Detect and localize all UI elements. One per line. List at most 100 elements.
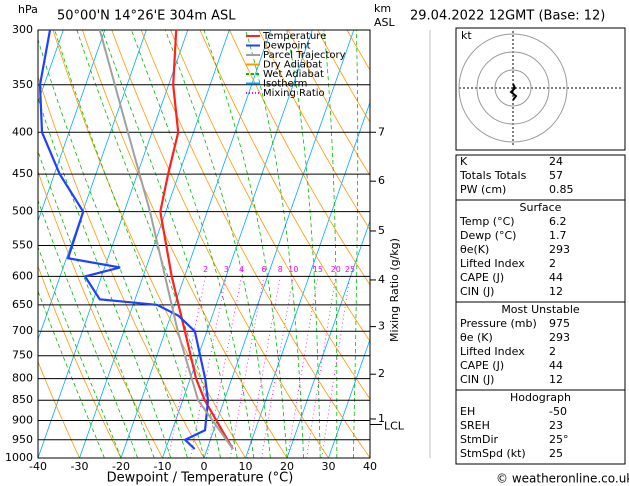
legend-label: Temperature xyxy=(262,31,326,42)
isotherm xyxy=(38,30,147,341)
wet-adiabat xyxy=(352,30,359,458)
legend-label: Wet Adiabat xyxy=(263,69,324,80)
x-tick-label: 0 xyxy=(201,460,208,473)
index-value: 12 xyxy=(549,373,563,386)
isotherm xyxy=(328,338,370,458)
profile-line xyxy=(38,30,210,450)
x-tick-label: 30 xyxy=(322,460,336,473)
mixing-ratio-label: 15 xyxy=(313,265,323,274)
wet-adiabat xyxy=(203,30,288,458)
section-title: Hodograph xyxy=(510,391,571,404)
height-ref: ASL xyxy=(374,16,396,29)
y-tick-label: 650 xyxy=(12,298,33,311)
index-value: 25 xyxy=(549,447,563,460)
legend-label: Isotherm xyxy=(263,79,307,90)
km-tick-label: 2 xyxy=(378,367,385,380)
dry-adiabat xyxy=(38,75,205,458)
y-tick-label: 800 xyxy=(12,372,33,385)
mixing-ratio-label: 4 xyxy=(239,265,244,274)
index-box xyxy=(455,389,626,465)
wet-adiabat xyxy=(38,38,188,458)
isotherm xyxy=(162,30,313,458)
x-axis-title: Dewpoint / Temperature (°C) xyxy=(107,471,294,486)
mixing-ratio-line xyxy=(261,276,294,458)
dry-adiabat xyxy=(258,30,370,231)
location: 50°00'N 14°26'E 304m ASL xyxy=(57,9,236,24)
isotherm xyxy=(38,30,106,223)
wet-adiabat xyxy=(286,30,321,458)
hodograph-ring xyxy=(476,51,550,125)
y-tick-label: 450 xyxy=(12,167,33,180)
index-label: Lifted Index xyxy=(460,257,525,270)
legend-label: Mixing Ratio xyxy=(263,88,325,99)
mixing-ratio-label: 10 xyxy=(288,265,298,274)
index-label: StmSpd (kt) xyxy=(460,447,526,460)
x-tick-label: -20 xyxy=(112,460,130,473)
mixing-ratio-label: 8 xyxy=(278,265,283,274)
km-tick-label: 1 xyxy=(378,412,385,425)
hodograph-trace xyxy=(509,83,518,101)
index-label: CAPE (J) xyxy=(460,271,504,284)
dry-adiabat xyxy=(52,30,246,458)
legend-label: Parcel Trajectory xyxy=(263,50,346,61)
hodograph-ring xyxy=(494,69,532,107)
mixing-ratio-label: 25 xyxy=(345,265,355,274)
index-label: PW (cm) xyxy=(460,183,506,196)
y-tick-label: 350 xyxy=(12,78,33,91)
x-tick-label: -40 xyxy=(29,460,47,473)
mixing-ratio-line xyxy=(321,276,351,458)
x-tick-label: 40 xyxy=(363,460,377,473)
index-value: 24 xyxy=(549,155,563,168)
index-label: CIN (J) xyxy=(460,373,494,386)
index-value: 2 xyxy=(549,345,556,358)
index-value: 293 xyxy=(549,243,570,256)
wet-adiabat xyxy=(54,30,205,458)
km-tick-label: 7 xyxy=(378,125,385,138)
index-value: 44 xyxy=(549,271,563,284)
y-tick-label: 750 xyxy=(12,349,33,362)
index-value: 23 xyxy=(549,419,563,432)
datetime: 29.04.2022 12GMT (Base: 12) xyxy=(410,9,605,24)
index-label: Pressure (mb) xyxy=(460,317,537,330)
y-tick-label: 550 xyxy=(12,238,33,251)
index-label: Totals Totals xyxy=(459,169,527,182)
km-tick-label: 3 xyxy=(378,320,385,333)
index-label: StmDir xyxy=(460,433,499,446)
legend-label: Dewpoint xyxy=(263,41,311,52)
mixing-ratio-line xyxy=(287,276,319,458)
isotherm xyxy=(203,30,355,458)
isotherm xyxy=(286,219,370,458)
index-value: 57 xyxy=(549,169,563,182)
section-title: Surface xyxy=(520,201,562,214)
y-tick-label: 500 xyxy=(12,205,33,218)
profile-line xyxy=(159,30,234,450)
index-label: SREH xyxy=(460,419,490,432)
y-tick-label: 950 xyxy=(12,433,33,446)
y-tick-label: 850 xyxy=(12,393,33,406)
hodograph-unit: kt xyxy=(461,29,472,42)
index-label: CAPE (J) xyxy=(460,359,504,372)
mixing-ratio-line xyxy=(206,276,242,458)
index-label: CIN (J) xyxy=(460,285,494,298)
legend-label: Dry Adiabat xyxy=(263,60,322,71)
isotherm xyxy=(120,30,272,458)
mixing-ratio-label: 6 xyxy=(261,265,266,274)
dry-adiabat xyxy=(287,30,370,177)
wet-adiabat xyxy=(245,30,304,458)
dry-adiabat xyxy=(140,30,370,458)
section-title: Most Unstable xyxy=(501,303,580,316)
km-tick-label: 6 xyxy=(378,174,385,187)
pressure-unit: hPa xyxy=(18,3,38,16)
y2-axis-title: Mixing Ratio (g/kg) xyxy=(388,238,401,342)
dry-adiabat xyxy=(199,30,370,343)
y-tick-label: 600 xyxy=(12,269,33,282)
hodograph-ring xyxy=(458,33,568,143)
dry-adiabat xyxy=(377,30,629,458)
isotherm xyxy=(38,30,189,458)
index-label: θe(K) xyxy=(460,243,489,256)
index-value: 1.7 xyxy=(549,229,567,242)
isotherm xyxy=(79,30,230,458)
mixing-ratio-label: 2 xyxy=(203,265,208,274)
dry-adiabat xyxy=(38,360,80,458)
